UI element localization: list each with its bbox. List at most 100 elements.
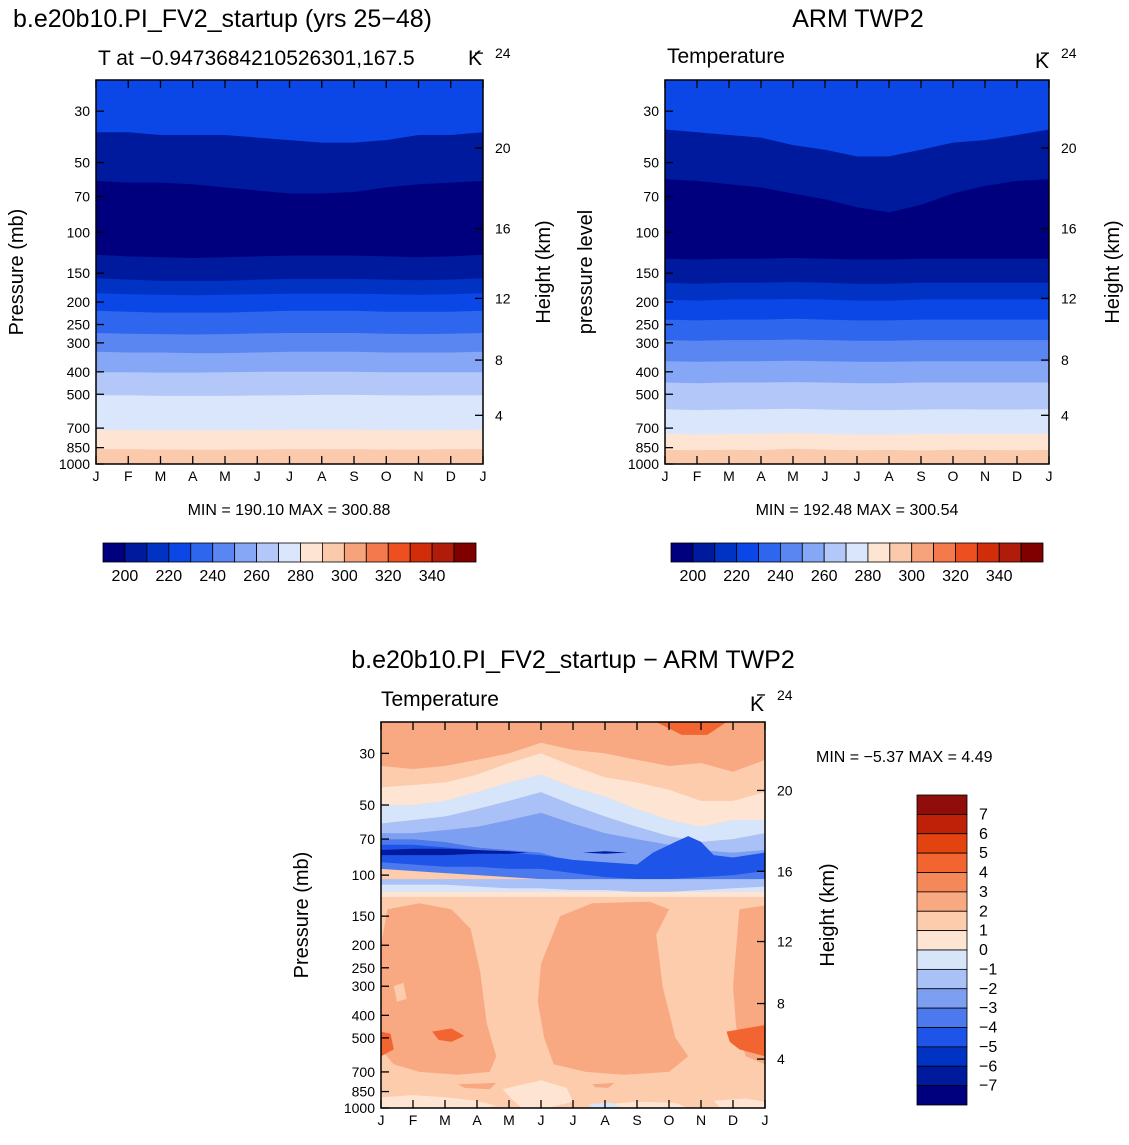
colorbar-label: 3	[979, 884, 988, 901]
pressure-label: 1000	[628, 456, 659, 472]
pressure-label: 700	[352, 1064, 376, 1080]
contour-band	[713, 1098, 765, 1108]
month-label: J	[1046, 468, 1053, 484]
pressure-label: 70	[643, 188, 659, 204]
colorbar-label: 200	[112, 568, 139, 585]
height-label: 12	[777, 934, 793, 950]
pressure-label: 100	[67, 224, 91, 240]
colorbar-swatch	[692, 542, 716, 563]
month-label: F	[124, 468, 133, 484]
colorbar-swatch	[916, 1085, 968, 1106]
month-label: A	[884, 468, 894, 484]
pressure-label: 70	[74, 188, 90, 204]
colorbar-swatch	[916, 794, 968, 815]
pressure-label: 1000	[344, 1100, 375, 1116]
colorbar-swatch	[916, 949, 968, 970]
colorbar-swatch	[916, 872, 968, 893]
month-label: A	[472, 1112, 482, 1128]
panel1-ylabel-right: Height (km)	[533, 220, 555, 323]
height-label: 24	[495, 45, 511, 61]
contour-band	[381, 792, 765, 853]
height-label: 8	[1061, 352, 1069, 368]
colorbar-swatch	[780, 542, 803, 563]
panel2-plot	[665, 80, 1049, 464]
height-label: 12	[495, 290, 511, 306]
colorbar-swatch	[916, 833, 968, 854]
panel1-axes: J F M A M J J A S O N D J 30 50 70 100 150 200 250 300 400 500…	[59, 45, 511, 484]
pressure-label: 400	[352, 1007, 376, 1023]
colorbar-label: 280	[287, 568, 314, 585]
month-label: F	[409, 1112, 418, 1128]
contour-band	[381, 884, 765, 892]
colorbar-label: 320	[942, 568, 969, 585]
contour-band	[502, 1080, 573, 1108]
panel1-minmax: MIN = 190.10 MAX = 300.88	[188, 502, 391, 519]
colorbar-label: 300	[331, 568, 358, 585]
pressure-label: 400	[636, 364, 660, 380]
colorbar-swatch	[1020, 542, 1044, 563]
panel1-units: K	[468, 47, 482, 70]
colorbar-swatch	[278, 542, 301, 563]
pressure-label: 100	[636, 224, 660, 240]
colorbar-swatch	[916, 852, 968, 873]
pressure-label: 850	[352, 1084, 376, 1100]
colorbar-swatch	[916, 968, 968, 990]
pressure-label: 500	[67, 386, 91, 402]
colorbar-swatch	[933, 542, 956, 563]
panel2-minmax: MIN = 192.48 MAX = 300.54	[756, 502, 959, 519]
pressure-label: 300	[67, 335, 91, 351]
colorbar-label: 2	[979, 903, 988, 920]
pressure-label: 200	[352, 937, 376, 953]
panel2-colorbar: 200 220 240 260 280 300 320 340	[670, 542, 1044, 585]
colorbar-swatch	[998, 542, 1022, 563]
pressure-label: 850	[67, 440, 91, 456]
contour-band	[733, 905, 765, 1065]
month-label: N	[413, 468, 423, 484]
height-label: 20	[495, 140, 511, 156]
pressure-label: 150	[67, 265, 91, 281]
height-label: 16	[495, 221, 511, 237]
colorbar-label: −4	[979, 1020, 997, 1037]
pressure-label: 700	[67, 420, 91, 436]
height-label: 20	[1061, 140, 1077, 156]
month-label: A	[600, 1112, 610, 1128]
contour-band	[381, 722, 765, 772]
contour-band	[381, 774, 765, 842]
month-label: O	[381, 468, 392, 484]
colorbar-swatch	[431, 542, 455, 563]
colorbar-label: −2	[979, 981, 997, 998]
colorbar-swatch	[146, 542, 170, 563]
panel3-subtitle: Temperature	[381, 688, 499, 711]
height-label: 20	[777, 782, 793, 798]
colorbar-swatch	[916, 988, 968, 1009]
colorbar-label: 340	[419, 568, 446, 585]
colorbar-swatch	[124, 542, 148, 563]
contour-band	[381, 753, 765, 827]
panel3-minmax: MIN = −5.37 MAX = 4.49	[816, 749, 993, 766]
colorbar-swatch	[916, 1007, 968, 1028]
colorbar-swatch	[387, 542, 411, 563]
colorbar-swatch	[867, 542, 891, 563]
colorbar-swatch	[916, 1065, 968, 1087]
month-label: D	[1012, 468, 1022, 484]
colorbar-swatch	[409, 542, 433, 563]
month-label: D	[446, 468, 456, 484]
month-label: F	[693, 468, 702, 484]
panel3-ylabel-right: Height (km)	[817, 863, 839, 966]
pressure-label: 200	[67, 294, 91, 310]
pressure-label: 70	[359, 831, 375, 847]
month-label: A	[756, 468, 766, 484]
pressure-label: 200	[636, 294, 660, 310]
panel2-ylabel: pressure level	[575, 210, 597, 335]
month-label: O	[948, 468, 959, 484]
height-label: 16	[777, 863, 793, 879]
height-label: 8	[495, 352, 503, 368]
height-label: 12	[1061, 290, 1077, 306]
contour-band	[381, 903, 497, 1075]
height-label: 16	[1061, 221, 1077, 237]
contour-band	[457, 1082, 497, 1090]
contour-band	[432, 1028, 465, 1042]
colorbar-swatch	[168, 542, 192, 563]
pressure-label: 300	[636, 335, 660, 351]
colorbar-swatch	[670, 542, 694, 563]
